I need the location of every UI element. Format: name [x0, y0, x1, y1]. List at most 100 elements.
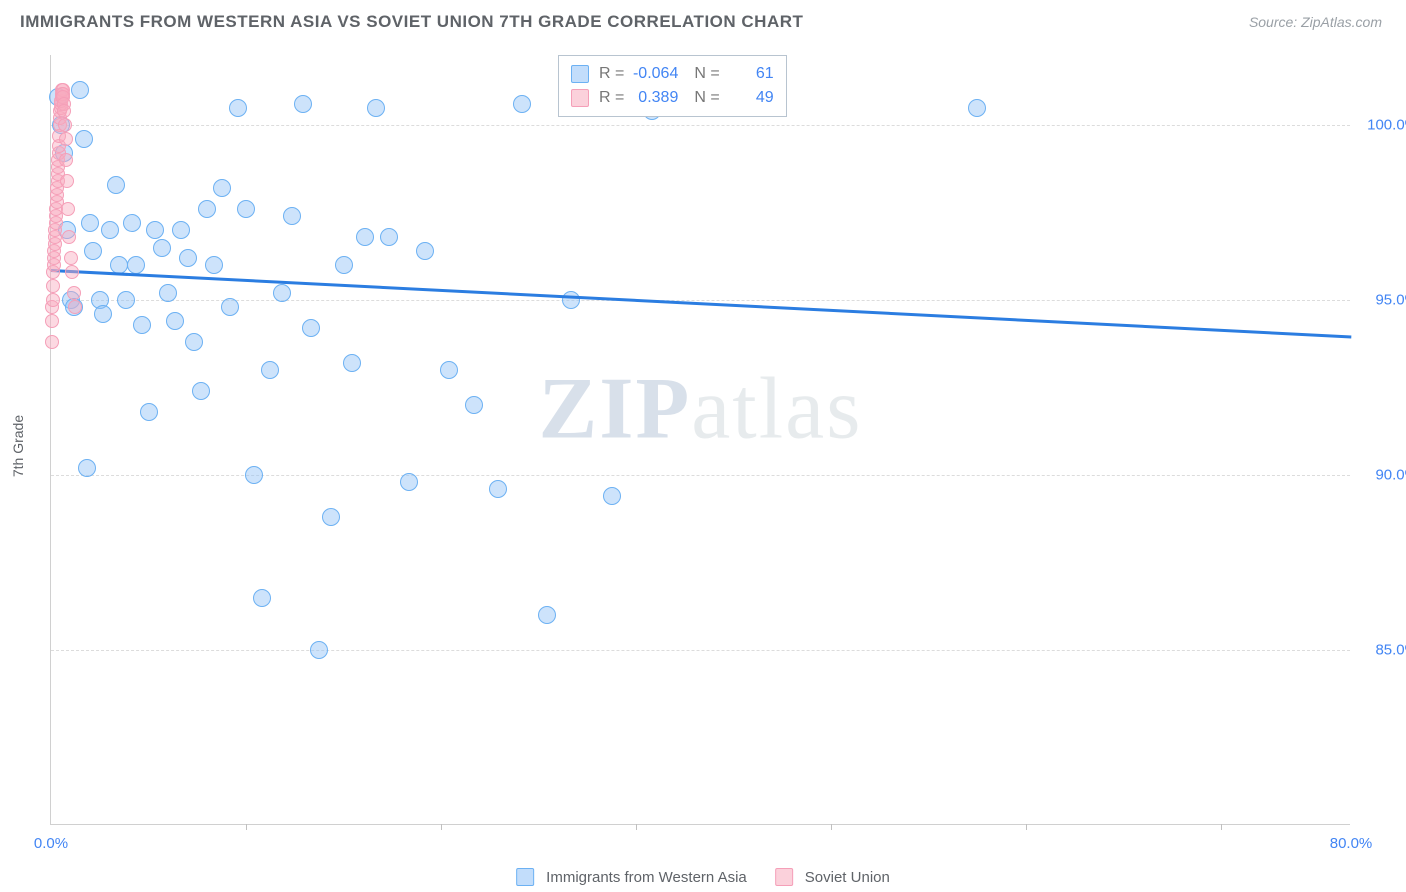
x-tick — [1026, 824, 1027, 830]
legend-label: Immigrants from Western Asia — [546, 869, 747, 886]
data-point — [46, 293, 60, 307]
data-point — [513, 95, 531, 113]
data-point — [440, 361, 458, 379]
data-point — [81, 214, 99, 232]
data-point — [400, 473, 418, 491]
gridline — [51, 650, 1350, 651]
data-point — [273, 284, 291, 302]
x-tick — [441, 824, 442, 830]
data-point — [253, 589, 271, 607]
data-point — [213, 179, 231, 197]
watermark-pre: ZIP — [539, 360, 692, 457]
data-point — [65, 265, 79, 279]
data-point — [322, 508, 340, 526]
stat-r-label: R = — [599, 86, 624, 110]
data-point — [185, 333, 203, 351]
x-tick-label: 80.0% — [1330, 835, 1373, 852]
y-tick-label: 95.0% — [1375, 292, 1406, 309]
stat-n-value: 49 — [726, 86, 774, 110]
data-point — [59, 132, 73, 146]
data-point — [58, 118, 72, 132]
legend-stats-row: R =0.389 N = 49 — [571, 86, 774, 110]
data-point — [166, 312, 184, 330]
data-point — [335, 256, 353, 274]
data-point — [60, 174, 74, 188]
legend-swatch — [516, 868, 534, 886]
legend-swatch — [775, 868, 793, 886]
data-point — [538, 606, 556, 624]
stat-n-label: N = — [694, 86, 719, 110]
data-point — [229, 99, 247, 117]
data-point — [75, 130, 93, 148]
legend-swatch — [571, 65, 589, 83]
chart-title: IMMIGRANTS FROM WESTERN ASIA VS SOVIET U… — [20, 12, 803, 32]
data-point — [101, 221, 119, 239]
data-point — [127, 256, 145, 274]
data-point — [343, 354, 361, 372]
data-point — [84, 242, 102, 260]
legend-label: Soviet Union — [805, 869, 890, 886]
source-attribution: Source: ZipAtlas.com — [1249, 14, 1382, 30]
y-tick-label: 85.0% — [1375, 642, 1406, 659]
data-point — [416, 242, 434, 260]
data-point — [261, 361, 279, 379]
data-point — [367, 99, 385, 117]
bottom-legend: Immigrants from Western Asia Soviet Union — [516, 868, 890, 886]
plot-area: ZIPatlas 85.0%90.0%95.0%100.0%0.0%80.0%R… — [50, 55, 1350, 825]
data-point — [172, 221, 190, 239]
source-label: Source: — [1249, 14, 1297, 30]
data-point — [489, 480, 507, 498]
data-point — [123, 214, 141, 232]
data-point — [133, 316, 151, 334]
chart-container: IMMIGRANTS FROM WESTERN ASIA VS SOVIET U… — [0, 0, 1406, 892]
data-point — [57, 104, 71, 118]
data-point — [68, 300, 82, 314]
gridline — [51, 125, 1350, 126]
data-point — [245, 466, 263, 484]
stat-r-value: 0.389 — [630, 86, 678, 110]
y-tick-label: 100.0% — [1367, 117, 1406, 134]
data-point — [153, 239, 171, 257]
data-point — [45, 314, 59, 328]
watermark-post: atlas — [691, 360, 862, 457]
data-point — [107, 176, 125, 194]
data-point — [61, 202, 75, 216]
data-point — [78, 459, 96, 477]
data-point — [562, 291, 580, 309]
data-point — [310, 641, 328, 659]
data-point — [283, 207, 301, 225]
legend-item: Immigrants from Western Asia — [516, 868, 747, 886]
data-point — [59, 153, 73, 167]
data-point — [237, 200, 255, 218]
data-point — [198, 200, 216, 218]
y-axis-label: 7th Grade — [10, 415, 26, 477]
y-tick-label: 90.0% — [1375, 467, 1406, 484]
watermark: ZIPatlas — [539, 358, 863, 459]
data-point — [465, 396, 483, 414]
x-tick — [1221, 824, 1222, 830]
gridline — [51, 300, 1350, 301]
stat-r-label: R = — [599, 62, 624, 86]
data-point — [146, 221, 164, 239]
data-point — [159, 284, 177, 302]
data-point — [221, 298, 239, 316]
x-tick — [246, 824, 247, 830]
data-point — [380, 228, 398, 246]
data-point — [294, 95, 312, 113]
data-point — [46, 279, 60, 293]
data-point — [140, 403, 158, 421]
stat-n-value: 61 — [726, 62, 774, 86]
legend-swatch — [571, 89, 589, 107]
data-point — [302, 319, 320, 337]
data-point — [205, 256, 223, 274]
data-point — [117, 291, 135, 309]
data-point — [968, 99, 986, 117]
data-point — [71, 81, 89, 99]
data-point — [67, 286, 81, 300]
stat-r-value: -0.064 — [630, 62, 678, 86]
data-point — [94, 305, 112, 323]
stat-n-label: N = — [694, 62, 719, 86]
data-point — [64, 251, 78, 265]
legend-stats: R =-0.064 N = 61 R =0.389 N = 49 — [558, 55, 787, 117]
data-point — [192, 382, 210, 400]
